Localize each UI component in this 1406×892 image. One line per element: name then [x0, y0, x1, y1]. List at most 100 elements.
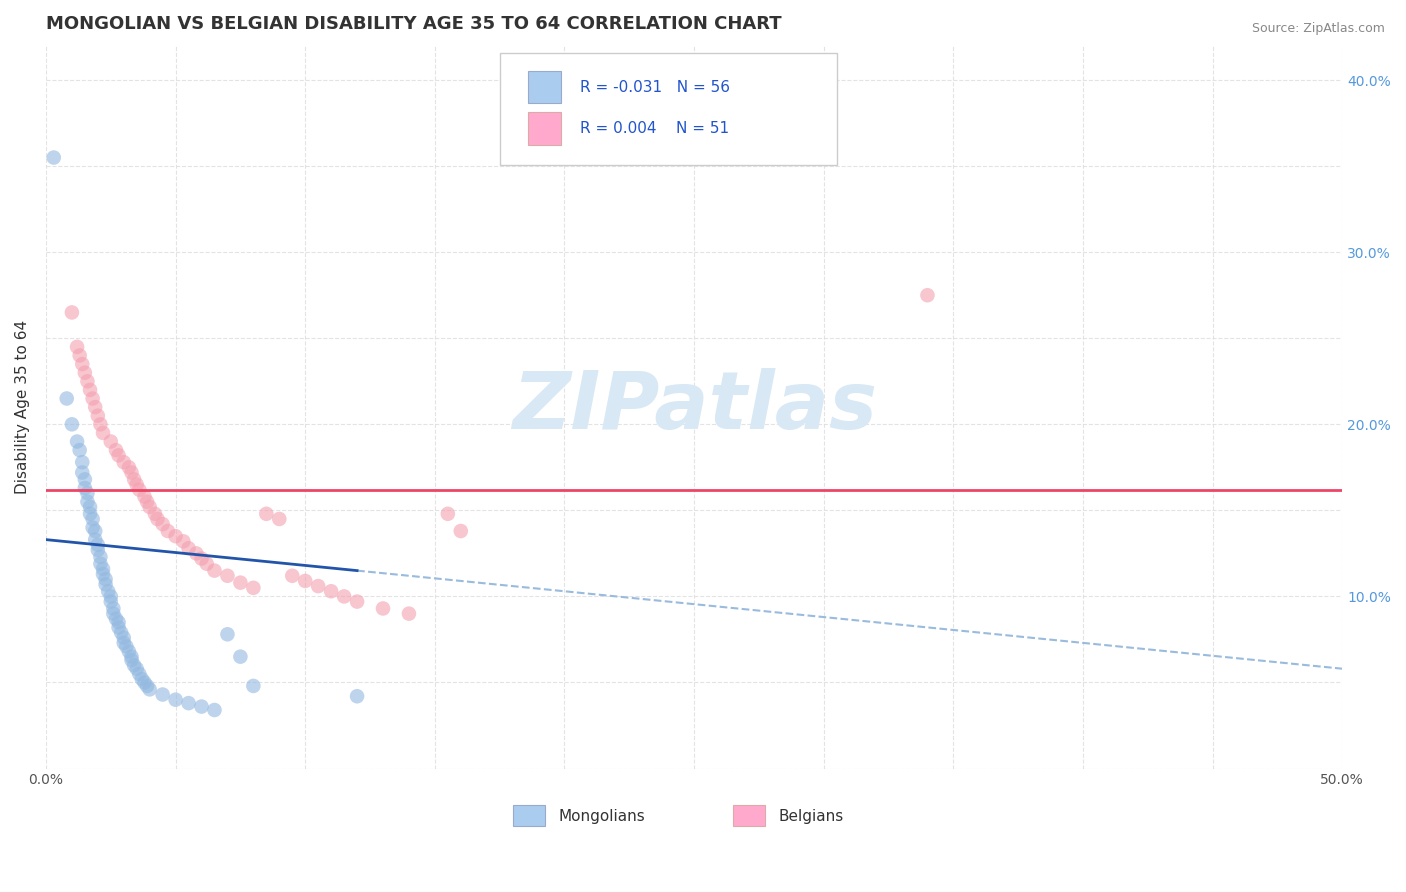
Point: [136, 679, 159, 693]
Point: [121, 649, 143, 664]
Point: [229, 649, 252, 664]
Point: [121, 466, 143, 480]
Point: [89, 549, 111, 564]
Point: [82, 512, 104, 526]
FancyBboxPatch shape: [529, 71, 561, 103]
Point: [76, 374, 98, 388]
Point: [190, 699, 212, 714]
Point: [156, 524, 179, 538]
Point: [204, 703, 226, 717]
Point: [79, 500, 101, 514]
Point: [104, 443, 127, 458]
Point: [346, 594, 368, 608]
Y-axis label: Disability Age 35 to 64: Disability Age 35 to 64: [15, 320, 30, 494]
Point: [100, 590, 122, 604]
Point: [254, 507, 277, 521]
Point: [82, 392, 104, 406]
Point: [66, 340, 89, 354]
Point: [165, 529, 187, 543]
Point: [66, 434, 89, 449]
Point: [110, 625, 132, 640]
Point: [125, 662, 148, 676]
Point: [60, 305, 83, 319]
Point: [100, 434, 122, 449]
Point: [138, 682, 160, 697]
Text: R = -0.031   N = 56: R = -0.031 N = 56: [581, 79, 730, 95]
Point: [398, 607, 420, 621]
Point: [115, 640, 138, 654]
Point: [94, 577, 117, 591]
Point: [128, 666, 150, 681]
Point: [91, 562, 114, 576]
Point: [69, 349, 91, 363]
Point: [121, 653, 143, 667]
FancyBboxPatch shape: [513, 805, 546, 826]
Point: [112, 636, 135, 650]
Point: [917, 288, 939, 302]
Point: [294, 574, 316, 588]
Point: [73, 366, 96, 380]
Point: [55, 392, 77, 406]
Point: [79, 507, 101, 521]
Point: [82, 520, 104, 534]
Point: [177, 696, 200, 710]
Point: [165, 692, 187, 706]
Point: [91, 567, 114, 582]
Point: [437, 507, 460, 521]
Point: [91, 425, 114, 440]
Text: MONGOLIAN VS BELGIAN DISABILITY AGE 35 TO 64 CORRELATION CHART: MONGOLIAN VS BELGIAN DISABILITY AGE 35 T…: [46, 15, 782, 33]
Point: [107, 448, 129, 462]
Point: [131, 672, 153, 686]
Point: [242, 679, 264, 693]
Point: [217, 627, 239, 641]
Point: [172, 534, 194, 549]
Text: Source: ZipAtlas.com: Source: ZipAtlas.com: [1251, 22, 1385, 36]
Point: [103, 601, 125, 615]
Point: [97, 584, 120, 599]
Point: [72, 466, 94, 480]
Point: [87, 409, 110, 423]
Point: [217, 568, 239, 582]
Point: [242, 581, 264, 595]
Point: [79, 383, 101, 397]
Point: [107, 615, 129, 630]
Point: [69, 443, 91, 458]
Point: [281, 568, 304, 582]
Point: [89, 557, 111, 571]
FancyBboxPatch shape: [529, 112, 561, 145]
Point: [134, 490, 156, 504]
Point: [76, 486, 98, 500]
Point: [152, 517, 174, 532]
Point: [73, 472, 96, 486]
Point: [125, 477, 148, 491]
Point: [152, 688, 174, 702]
Point: [87, 543, 110, 558]
Point: [72, 357, 94, 371]
Point: [346, 690, 368, 704]
FancyBboxPatch shape: [499, 53, 837, 165]
Point: [143, 507, 166, 521]
Point: [84, 400, 107, 414]
Point: [177, 541, 200, 556]
Point: [118, 644, 141, 658]
Point: [190, 551, 212, 566]
Point: [94, 572, 117, 586]
Point: [122, 472, 145, 486]
Text: Belgians: Belgians: [779, 809, 844, 823]
Point: [321, 584, 343, 599]
Point: [73, 481, 96, 495]
Point: [136, 495, 159, 509]
Point: [42, 151, 65, 165]
Point: [84, 524, 107, 538]
Point: [146, 512, 169, 526]
Point: [122, 658, 145, 673]
Point: [104, 612, 127, 626]
Point: [229, 575, 252, 590]
Point: [195, 557, 218, 571]
Point: [112, 631, 135, 645]
Text: ZIPatlas: ZIPatlas: [512, 368, 876, 446]
Point: [72, 455, 94, 469]
Point: [450, 524, 472, 538]
Point: [307, 579, 329, 593]
Point: [269, 512, 291, 526]
